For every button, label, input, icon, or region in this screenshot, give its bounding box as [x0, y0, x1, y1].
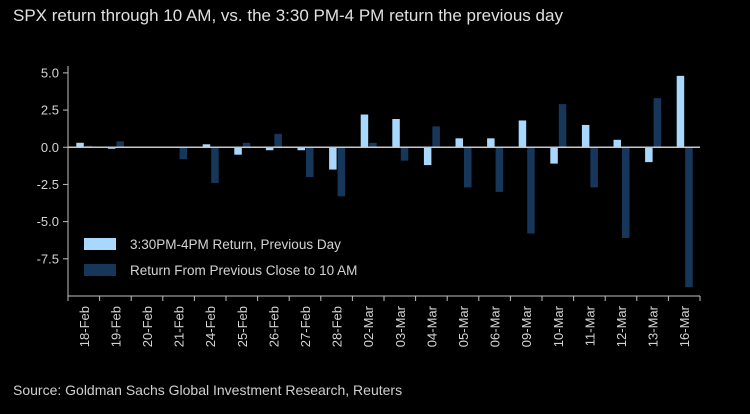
bar-series2	[464, 147, 472, 188]
bar-series1	[392, 118, 400, 148]
bar-series1	[76, 142, 84, 148]
bar-series2	[337, 147, 346, 197]
bar-series2	[495, 147, 504, 192]
y-axis: 5.0 2.5 0.0 -2.5 -5.0 -7.5	[37, 65, 69, 296]
legend-label-series2: Return From Previous Close to 10 AM	[130, 263, 357, 278]
y-tick-label: 0.0	[41, 140, 59, 155]
x-tick-label: 06-Mar	[488, 305, 503, 347]
bar-series1	[676, 75, 685, 148]
chart-title: SPX return through 10 AM, vs. the 3:30 P…	[13, 6, 563, 25]
source-note: Source: Goldman Sachs Global Investment …	[13, 382, 403, 398]
legend-swatch-series1	[84, 238, 116, 250]
x-tick-label: 02-Mar	[361, 305, 376, 347]
bar-series1	[423, 147, 432, 166]
x-tick-label: 16-Mar	[677, 305, 692, 347]
y-tick-label: -2.5	[37, 177, 59, 192]
x-tick-label: 09-Mar	[519, 305, 534, 347]
bar-series2	[242, 142, 251, 148]
bar-series1	[613, 139, 621, 148]
y-tick-label: -7.5	[37, 251, 59, 266]
x-tick-label: 26-Feb	[266, 306, 281, 347]
x-tick-label: 24-Feb	[203, 306, 218, 347]
legend-label-series1: 3:30PM-4PM Return, Previous Day	[130, 237, 341, 252]
bar-series1	[550, 147, 558, 164]
bar-series2	[590, 147, 598, 188]
x-tick-label: 25-Feb	[235, 306, 250, 347]
y-tick-label: 2.5	[41, 103, 59, 118]
x-tick-label: 03-Mar	[393, 305, 408, 347]
bar-series1	[202, 144, 211, 148]
legend: 3:30PM-4PM Return, Previous Day Return F…	[84, 237, 357, 278]
bar-series1	[487, 138, 495, 148]
bar-series1	[360, 114, 369, 148]
x-tick-label: 04-Mar	[424, 305, 439, 347]
y-tick-label: -5.0	[37, 214, 59, 229]
bar-series1	[518, 120, 527, 148]
bar-series1	[234, 147, 242, 155]
bar-series2	[211, 147, 219, 183]
x-tick-label: 12-Mar	[614, 305, 629, 347]
bar-series1	[107, 147, 116, 149]
bar-series2	[179, 147, 188, 160]
bar-series2	[84, 145, 93, 148]
bar-series2	[400, 147, 409, 161]
bar-series1	[297, 147, 305, 151]
bar-series1	[455, 138, 463, 148]
bar-series2	[274, 133, 282, 148]
x-tick-label: 28-Feb	[330, 306, 345, 347]
x-tick-label: 18-Feb	[77, 306, 92, 347]
bar-series2	[116, 141, 124, 148]
bar-series2	[653, 98, 662, 148]
x-tick-label: 13-Mar	[646, 305, 661, 347]
x-axis: 18-Feb 19-Feb 20-Feb 21-Feb 24-Feb 25-Feb 26-F…	[67, 295, 701, 347]
bar-series2	[685, 147, 693, 288]
bar-series2	[622, 147, 630, 238]
bar-series1	[645, 147, 653, 163]
bar-series2	[306, 147, 314, 177]
x-tick-label: 19-Feb	[108, 306, 123, 347]
bar-series2	[527, 147, 535, 234]
bars	[76, 75, 693, 288]
x-tick-label: 27-Feb	[298, 306, 313, 347]
bar-series1	[265, 147, 274, 151]
bar-series2	[369, 142, 377, 148]
x-tick-label: 11-Mar	[582, 305, 597, 346]
y-tick-label: 5.0	[41, 65, 59, 80]
bar-series1	[581, 124, 590, 148]
x-tick-label: 21-Feb	[172, 306, 187, 347]
legend-swatch-series2	[84, 264, 116, 276]
bar-series2	[432, 126, 440, 148]
x-tick-label: 05-Mar	[456, 305, 471, 347]
x-tick-label: 10-Mar	[551, 305, 566, 347]
bar-series2	[558, 104, 567, 148]
bar-series1	[329, 147, 337, 170]
x-tick-label: 20-Feb	[140, 306, 155, 347]
